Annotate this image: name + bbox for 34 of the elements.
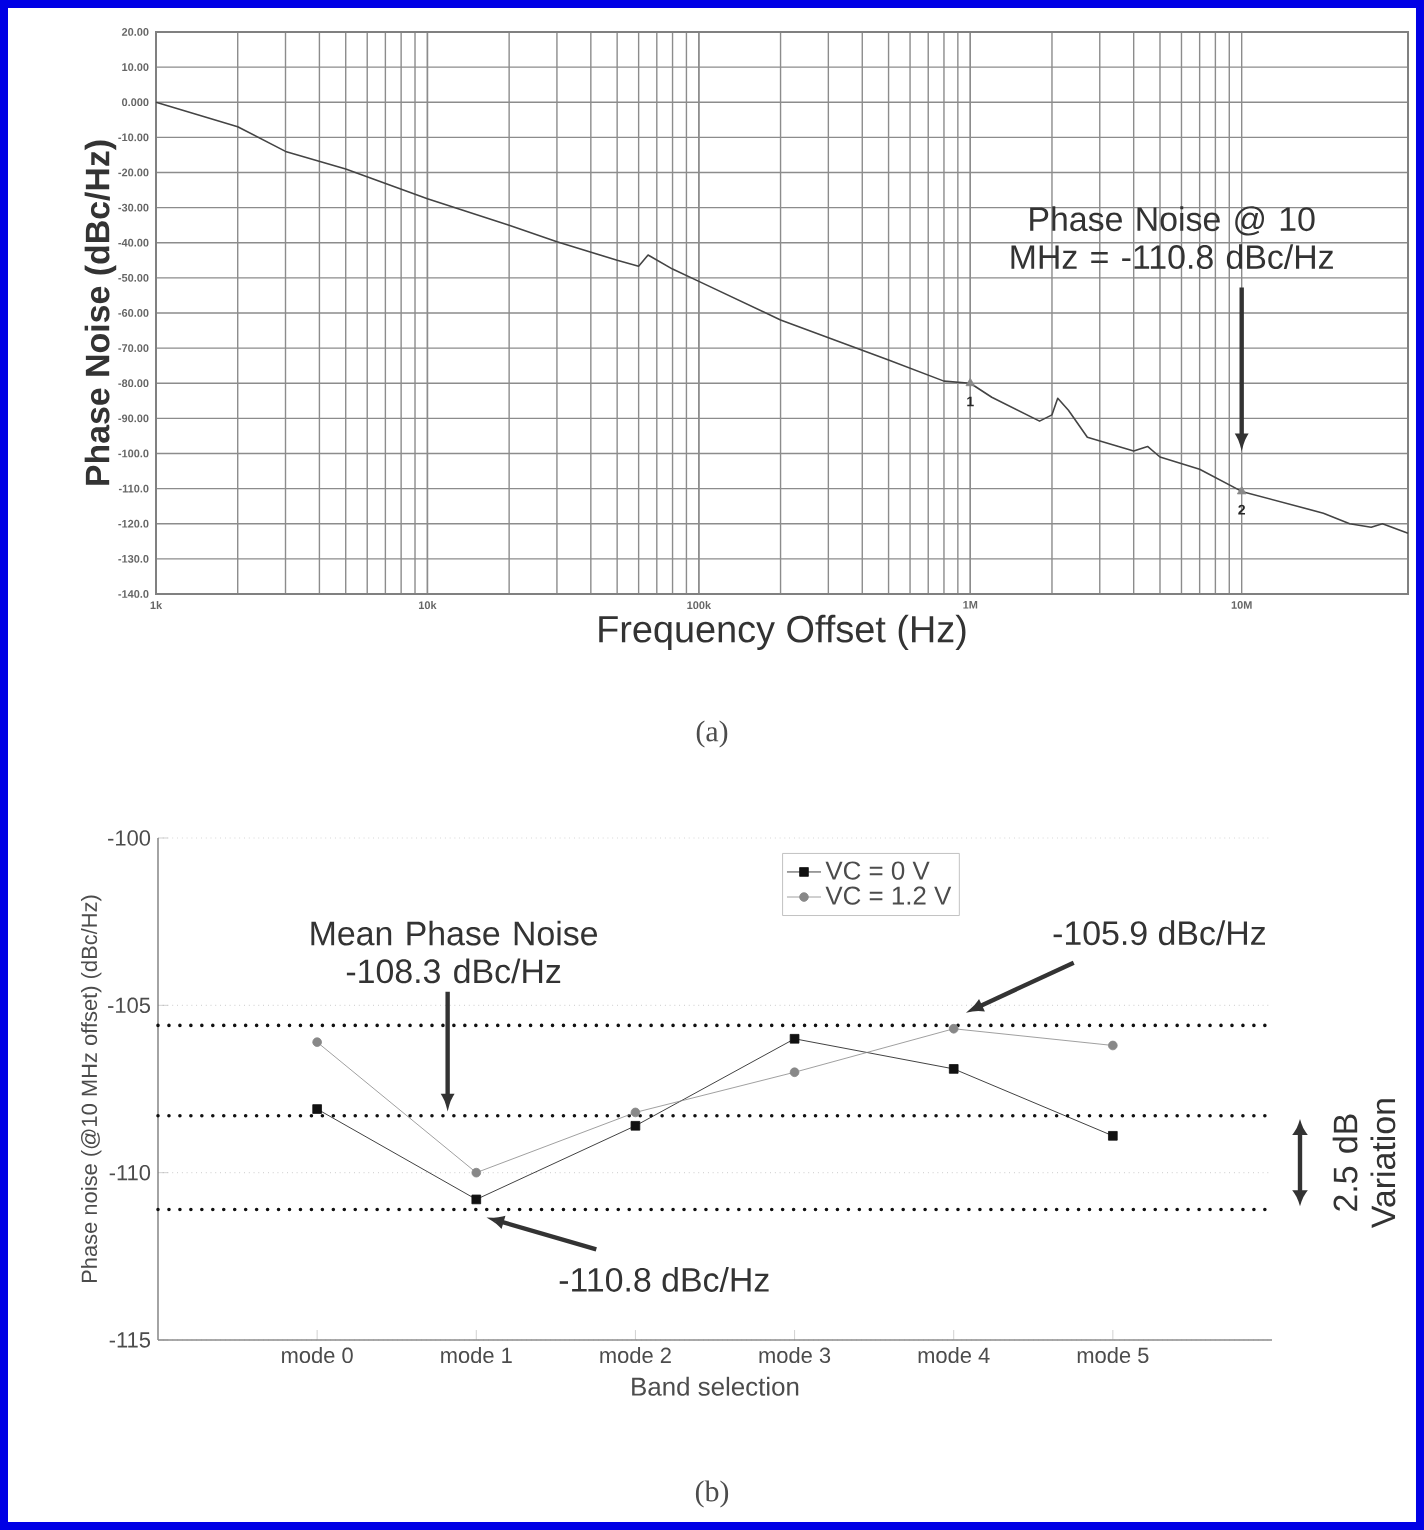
x-tick-label: mode 3 xyxy=(759,1347,831,1364)
text: (a) xyxy=(696,720,728,748)
legend-label: VC = 0 V xyxy=(825,861,930,880)
x-tick-label: mode 1 xyxy=(441,1347,512,1364)
point xyxy=(312,1037,322,1047)
annotation: Mean Phase Noise -108.3 dBc/Hz xyxy=(311,920,598,984)
point xyxy=(312,1104,322,1114)
annotation: -110.8 dBc/Hz xyxy=(559,1267,769,1292)
point xyxy=(948,1023,959,1034)
text: 2.5 dB Variation xyxy=(1332,1099,1396,1229)
y-tick-label: -100 xyxy=(108,830,151,846)
legend-label: VC = 1.2 V xyxy=(825,886,952,905)
y-tick-label: -105 xyxy=(108,997,151,1014)
y-axis-title: Phase Noise (dBc/Hz) xyxy=(84,140,117,485)
x-tick-label: mode 0 xyxy=(282,1347,353,1364)
point xyxy=(471,1194,482,1205)
annotation: -105.9 dBc/Hz xyxy=(1053,920,1266,946)
x-axis-title: Frequency Offset (Hz) xyxy=(599,614,966,651)
point xyxy=(948,1064,959,1074)
y-axis-title: Phase noise (@10 MHz offset) (dBc/Hz) xyxy=(81,895,102,1283)
y-tick-label: -115 xyxy=(109,1332,151,1348)
point xyxy=(630,1121,641,1131)
text: (b) xyxy=(695,1480,729,1508)
point xyxy=(1108,1040,1118,1051)
x-tick-label: mode 5 xyxy=(1077,1347,1149,1364)
point xyxy=(789,1067,800,1078)
point xyxy=(630,1107,641,1118)
point xyxy=(1108,1131,1118,1141)
point xyxy=(789,1034,800,1044)
x-axis-title: Band selection xyxy=(632,1376,799,1396)
y-tick-label: -110 xyxy=(109,1164,151,1181)
x-tick-label: mode 4 xyxy=(918,1347,990,1364)
point xyxy=(471,1167,482,1178)
x-tick-label: mode 2 xyxy=(600,1347,671,1364)
